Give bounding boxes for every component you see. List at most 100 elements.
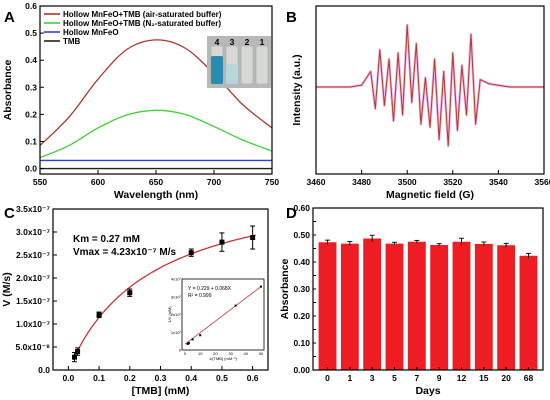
inset-r2: R² = 0.999 [188, 293, 212, 299]
inset-point [234, 304, 237, 307]
inset-equation: Y = 0.229 + 0.068X [188, 286, 232, 292]
data-point [188, 250, 194, 256]
inset-point [259, 285, 262, 288]
y-tick-label: 0.00 [293, 365, 310, 375]
x-tick-label: 600 [91, 177, 105, 187]
inset-y-tick: 0 [179, 348, 182, 353]
inset-x-tick: 0 [184, 351, 187, 356]
y-tick-label: 3.0x10⁻⁷ [16, 227, 50, 237]
y-tick-label: 0.4 [25, 55, 37, 65]
x-tick-label: 750 [265, 177, 279, 187]
inset-point [191, 338, 194, 341]
vial-blue-solution [211, 56, 223, 84]
inset-point [199, 334, 202, 337]
panel-letter-c: C [4, 205, 15, 222]
x-tick-label: 5 [392, 373, 397, 383]
inset-y-tick: 3x10⁷ [171, 294, 182, 299]
vial-label: 3 [230, 37, 235, 47]
inset-y-title: 1/V (s/M) [167, 306, 172, 323]
series-line-2 [39, 109, 273, 159]
x-tick-label: 15 [479, 373, 489, 383]
bar [519, 255, 538, 370]
inset-x-tick: 20 [213, 351, 218, 356]
x-tick-label: 0.1 [93, 373, 105, 383]
x-tick-label: 3520 [443, 177, 462, 187]
x-tick-label: 68 [524, 373, 534, 383]
x-tick-label: 3500 [398, 177, 417, 187]
y-tick-label: 0.6 [25, 1, 37, 11]
vial-label: 4 [215, 37, 220, 47]
y-tick-label: 0.0 [38, 365, 50, 375]
legend-label-3: Hollow MnFeO [63, 28, 119, 37]
x-tick-label: 0.3 [155, 373, 167, 383]
x-tick-label: 12 [457, 373, 467, 383]
data-point [75, 349, 81, 355]
vial-label: 1 [260, 37, 265, 47]
inset-x-tick: 10 [198, 351, 203, 356]
panel-letter-a: A [4, 9, 15, 26]
series-line-1 [39, 39, 273, 147]
y-tick-label: 0.2 [25, 109, 37, 119]
panel-letter-b: B [286, 9, 297, 26]
legend-label-2: Hollow MnFeO+TMB (N₂-saturated buffer) [63, 19, 221, 28]
bar [430, 244, 449, 370]
x-tick-label: 3540 [489, 177, 508, 187]
y-tick-label: 0.1 [25, 136, 37, 146]
x-tick-label: 3480 [352, 177, 371, 187]
x-axis-title: Days [415, 385, 440, 397]
data-point [96, 312, 102, 318]
inset-fit-line [184, 286, 262, 345]
bar [385, 243, 404, 370]
data-point [72, 354, 77, 360]
y-tick-label: 5.0x10⁻⁸ [15, 342, 50, 352]
x-tick-label: 0.0 [62, 373, 74, 383]
y-tick-label: 1.0x10⁻⁷ [16, 319, 50, 329]
y-tick-label: 0.20 [293, 311, 310, 321]
legend-label-1: Hollow MnFeO+TMB (air-saturated buffer) [63, 10, 222, 19]
x-tick-label: 0.2 [124, 373, 136, 383]
y-tick-label: 2.0x10⁻⁷ [16, 273, 50, 283]
y-tick-label: 0.60 [293, 203, 310, 213]
x-tick-label: 20 [501, 373, 511, 383]
panel-letter-d: D [286, 205, 297, 222]
y-tick-label: 0.40 [293, 257, 310, 267]
inset-x-tick: 40 [244, 351, 249, 356]
x-tick-label: 650 [149, 177, 163, 187]
fit-curve [72, 234, 256, 361]
x-tick-label: 0 [325, 373, 330, 383]
y-tick-label: 0.3 [25, 82, 37, 92]
inset-y-tick: 4x10⁷ [171, 277, 182, 282]
bar [407, 241, 426, 370]
y-axis-title: V (M/s) [1, 272, 13, 306]
y-axis-title: Absorbance [279, 259, 291, 320]
y-tick-label: 2.5x10⁻⁷ [16, 250, 50, 260]
y-axis-title: Intensity (a.u.) [291, 54, 303, 125]
bar [318, 242, 337, 370]
inset-y-tick: 1x10⁷ [171, 330, 182, 335]
x-axis-title: Magnetic field (G) [386, 189, 474, 201]
epr-spectrum-line [316, 24, 544, 147]
x-tick-label: 0.4 [185, 373, 197, 383]
x-tick-label: 7 [414, 373, 419, 383]
inset-frame [181, 278, 265, 351]
km-annotation: Km = 0.27 mM [73, 234, 140, 245]
y-tick-label: 0.5 [25, 28, 37, 38]
x-tick-label: 3560 [535, 177, 550, 187]
y-tick-label: 1.5x10⁻⁷ [16, 296, 50, 306]
bar [340, 243, 359, 370]
y-axis-title: Absorbance [2, 60, 14, 121]
inset-point [187, 342, 190, 345]
x-tick-label: 0.6 [247, 373, 259, 383]
inset-y-tick: 2x10⁷ [171, 312, 182, 317]
bar [474, 243, 493, 370]
inset-x-tick: 50 [259, 351, 264, 356]
vial-label: 2 [245, 37, 250, 47]
panel-b-frame [315, 5, 545, 175]
y-tick-label: 0.30 [293, 284, 310, 294]
y-tick-label: 3.5x10⁻⁷ [16, 204, 50, 214]
x-axis-title: [TMB] (mM) [132, 385, 190, 397]
legend-label-4: TMB [63, 37, 81, 46]
vial-light-solution [226, 64, 238, 84]
vmax-annotation: Vmax = 4.23x10⁻⁷ M/s [73, 247, 177, 258]
